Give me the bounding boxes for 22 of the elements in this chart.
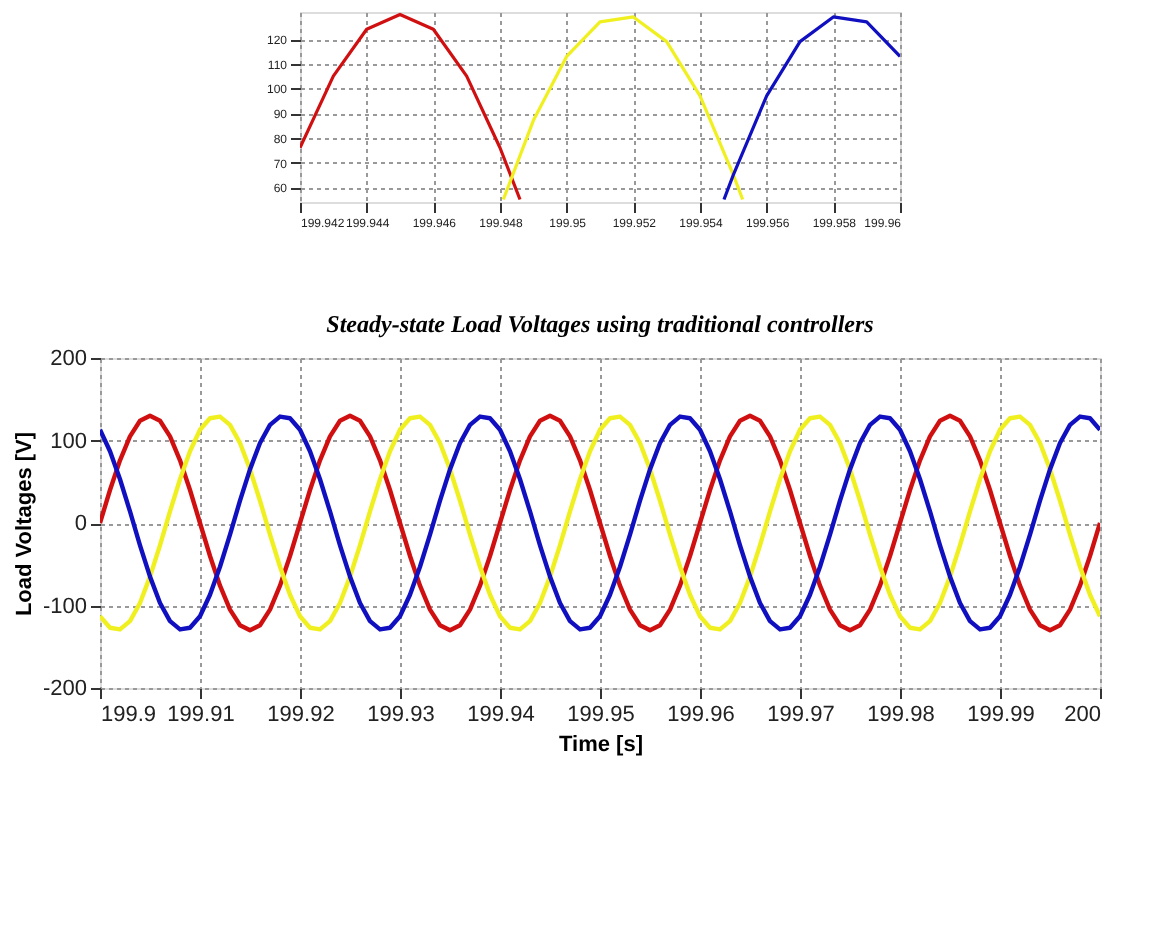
line-series <box>501 15 745 202</box>
x-tick-label: 199.94 <box>467 703 535 727</box>
x-tick-label: 199.95 <box>567 703 635 727</box>
x-tick-label: 199.96 <box>667 703 735 727</box>
x-tick-label: 199.97 <box>767 703 835 727</box>
y-tick-label: 200 <box>50 347 87 371</box>
x-tick-label: 199.91 <box>167 703 235 727</box>
x-tick-label: 200 <box>1064 703 1101 727</box>
line-series <box>300 12 522 202</box>
x-tick-label: 199.92 <box>267 703 335 727</box>
y-tick-label: -100 <box>42 594 87 619</box>
y-tick-label: 100 <box>50 429 87 454</box>
x-tick-label: 199.99 <box>967 703 1035 727</box>
y-tick-label: 0 <box>74 512 87 536</box>
y-axis-title: Load Voltages [V] <box>12 431 37 617</box>
x-tick-label: 199.98 <box>867 703 935 727</box>
x-tick-label: 199.93 <box>367 703 435 727</box>
chart-title: Steady-state Load Voltages using traditional controllers <box>326 310 875 338</box>
line-series <box>722 15 900 202</box>
x-axis-title: Time [s] <box>559 733 644 757</box>
y-tick-label: -200 <box>42 677 87 701</box>
x-tick-label: 199.9 <box>101 703 157 727</box>
